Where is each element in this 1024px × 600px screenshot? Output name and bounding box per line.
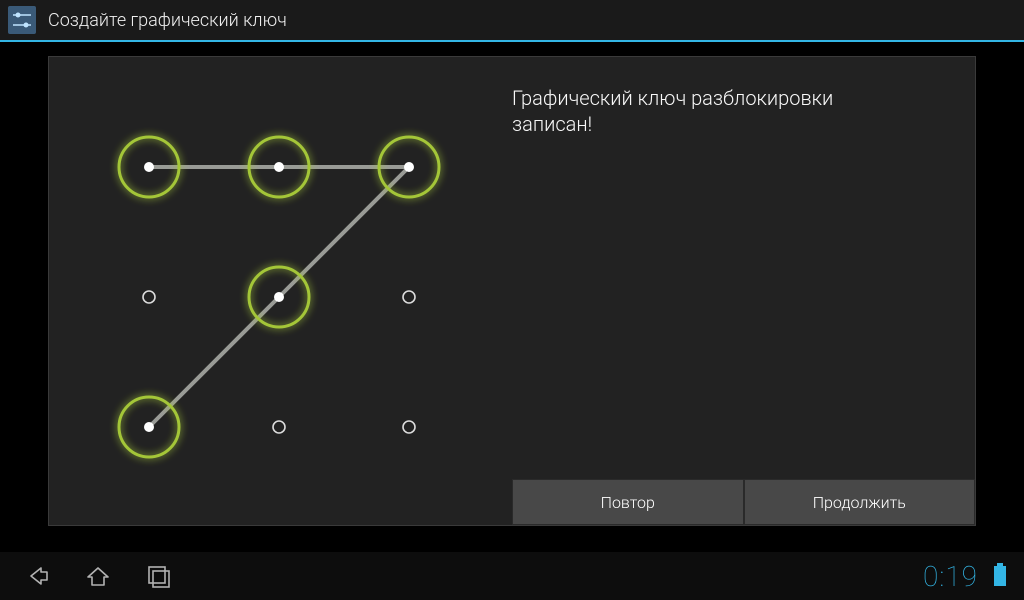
right-column: Графический ключ разблокировки записан! … [512,57,975,525]
retry-button[interactable]: Повтор [512,479,744,525]
pattern-area[interactable] [49,57,512,525]
settings-sliders-icon [8,6,36,34]
nav-left [0,560,174,592]
page-title: Создайте графический ключ [48,10,287,31]
home-icon[interactable] [82,560,114,592]
pattern-setup-panel: Графический ключ разблокировки записан! … [48,56,976,526]
nav-bar: 0:19 [0,552,1024,600]
title-bar: Создайте графический ключ [0,0,1024,42]
back-icon[interactable] [22,560,54,592]
continue-button[interactable]: Продолжить [744,479,976,525]
nav-right: 0:19 [923,560,1024,593]
status-message: Графический ключ разблокировки записан! [512,57,975,137]
battery-icon [994,566,1006,586]
clock[interactable]: 0:19 [923,560,978,593]
recent-apps-icon[interactable] [142,560,174,592]
status-line-1: Графический ключ разблокировки [512,86,833,110]
button-row: Повтор Продолжить [512,479,975,525]
pattern-grid-svg [99,117,459,477]
status-line-2: записан! [512,112,592,136]
